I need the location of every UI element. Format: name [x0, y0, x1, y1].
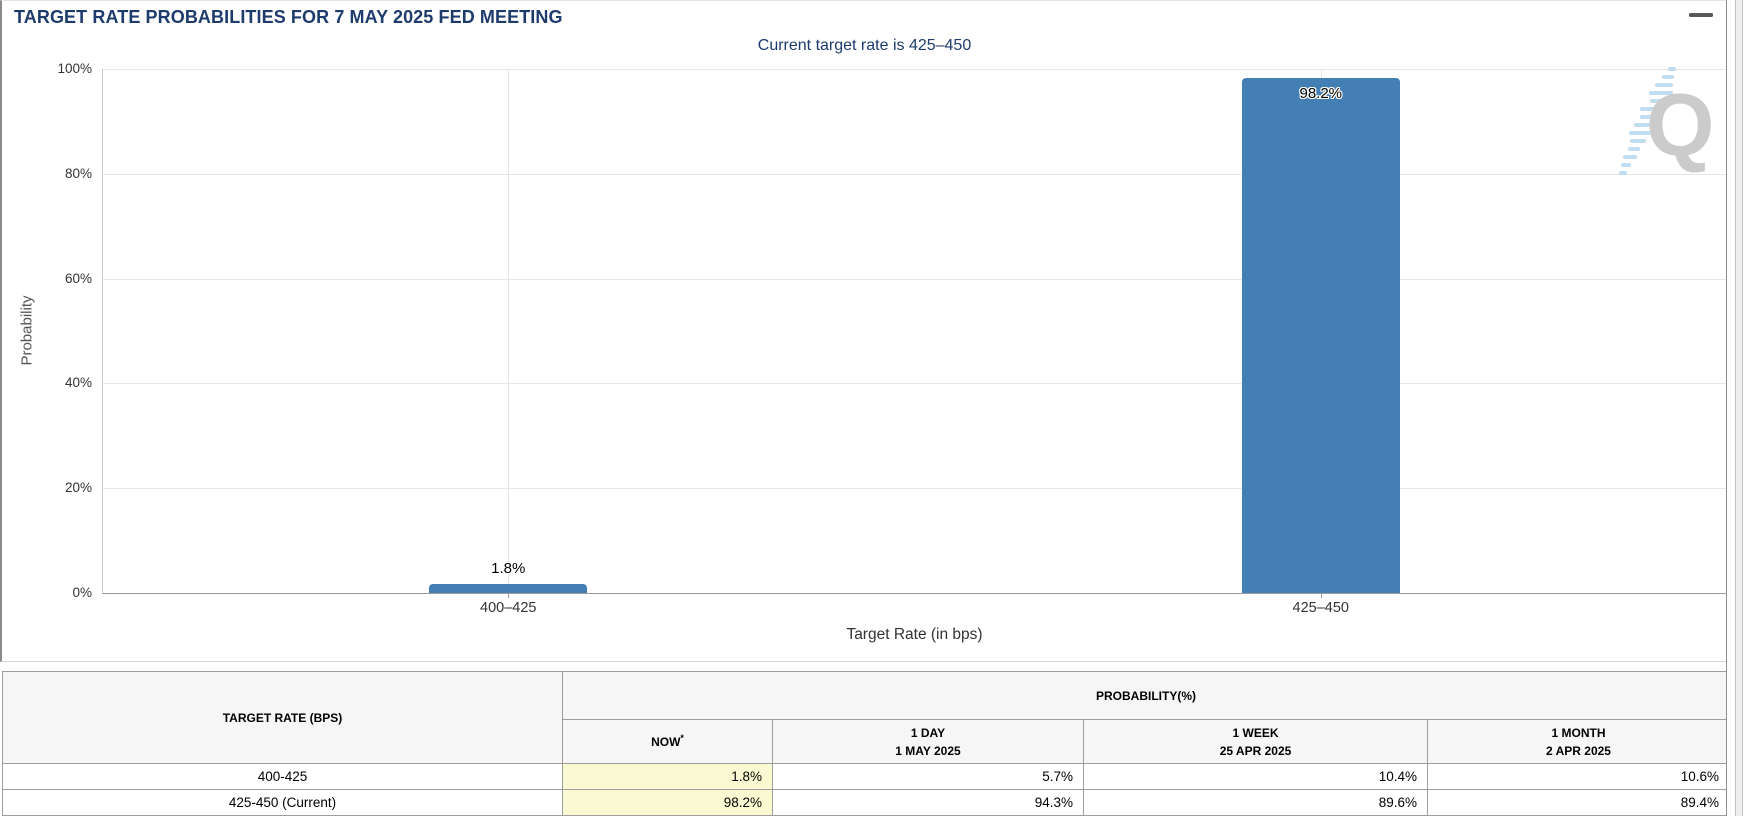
col-header-1month-label: 1 MONTH — [1551, 725, 1606, 740]
bar-value-label: 98.2% — [1299, 85, 1343, 103]
gridline — [102, 488, 1727, 490]
x-axis-tick-label: 425–450 — [1292, 600, 1349, 616]
bar-chart-plot-area: 0% 20% 40% 60% 80% 100% 400–425 1.8% 425–450 98.2… — [2, 1, 1727, 661]
col-header-now-label: NOW — [651, 735, 681, 749]
probability-bar[interactable] — [429, 583, 588, 593]
gridline — [102, 69, 1727, 70]
chart-subtitle: Current target rate is 425–450 — [757, 37, 972, 54]
col-header-1day-date: 1 MAY 2025 — [895, 743, 961, 758]
y-axis-tick-label: 20% — [64, 480, 92, 496]
col-header-now: NOW* — [562, 719, 773, 764]
y-axis-tick-label: 100% — [57, 61, 92, 76]
chart-panel: TARGET RATE PROBABILITIES FOR 7 MAY 2025… — [0, 0, 1727, 662]
cell-1month-value: 89.4% — [1427, 789, 1730, 816]
cell-1day-value: 5.7% — [772, 763, 1084, 790]
hamburger-menu-icon[interactable] — [1689, 13, 1713, 33]
col-header-1day-label: 1 DAY — [910, 725, 946, 740]
y-axis-line — [102, 69, 103, 593]
x-axis-tick-label: 400–425 — [480, 600, 537, 616]
x-axis-line — [102, 593, 1727, 594]
now-footnote-asterisk: * — [680, 733, 684, 743]
gridline — [102, 278, 1727, 280]
col-header-1week-label: 1 WEEK — [1232, 725, 1279, 740]
cell-now-value: 1.8% — [562, 763, 773, 790]
table-row: 425-450 (Current) 98.2% 94.3% 89.6% 89.4… — [2, 789, 1730, 816]
x-axis-tick — [508, 593, 510, 598]
cell-1week-value: 10.4% — [1083, 763, 1428, 790]
scrollbar-track[interactable] — [1735, 0, 1743, 816]
col-header-1month-date: 2 APR 2025 — [1546, 743, 1611, 758]
hamburger-bar — [1689, 13, 1713, 17]
col-header-probability-group: PROBABILITY(%) — [562, 671, 1730, 720]
y-axis-tick-label: 80% — [64, 165, 92, 181]
y-axis-title: Probability — [18, 295, 36, 366]
y-axis-tick-label: 60% — [64, 270, 92, 286]
chart-title: TARGET RATE PROBABILITIES FOR 7 MAY 2025… — [14, 7, 563, 27]
col-header-1day: 1 DAY 1 MAY 2025 — [772, 719, 1084, 764]
bar-value-label: 1.8% — [491, 559, 526, 577]
gridline — [102, 173, 1727, 175]
y-axis-tick-label: 40% — [64, 375, 92, 391]
cell-1day-value: 94.3% — [772, 789, 1084, 816]
gridline — [102, 383, 1727, 385]
probability-bar[interactable] — [1241, 78, 1400, 593]
cell-1week-value: 89.6% — [1083, 789, 1428, 816]
category-gridline — [508, 69, 510, 593]
probability-table-wrap: TARGET RATE (BPS) PROBABILITY(%) NOW* 1 … — [2, 671, 1730, 816]
x-axis-tick — [1320, 593, 1322, 598]
probability-table: TARGET RATE (BPS) PROBABILITY(%) NOW* 1 … — [2, 671, 1730, 816]
cell-now-value: 98.2% — [562, 789, 773, 816]
cell-rate-range: 400-425 — [2, 763, 563, 790]
vertical-scrollbar[interactable] — [1726, 0, 1745, 816]
cell-1month-value: 10.6% — [1427, 763, 1730, 790]
col-header-1week: 1 WEEK 25 APR 2025 — [1083, 719, 1428, 764]
x-axis-title: Target Rate (in bps) — [846, 626, 983, 643]
col-header-1week-date: 25 APR 2025 — [1219, 743, 1292, 758]
col-header-1month: 1 MONTH 2 APR 2025 — [1427, 719, 1730, 764]
col-header-target-rate: TARGET RATE (BPS) — [2, 671, 563, 764]
y-axis-tick-label: 0% — [72, 585, 92, 600]
table-row: 400-425 1.8% 5.7% 10.4% 10.6% — [2, 763, 1730, 790]
cell-rate-range: 425-450 (Current) — [2, 789, 563, 816]
